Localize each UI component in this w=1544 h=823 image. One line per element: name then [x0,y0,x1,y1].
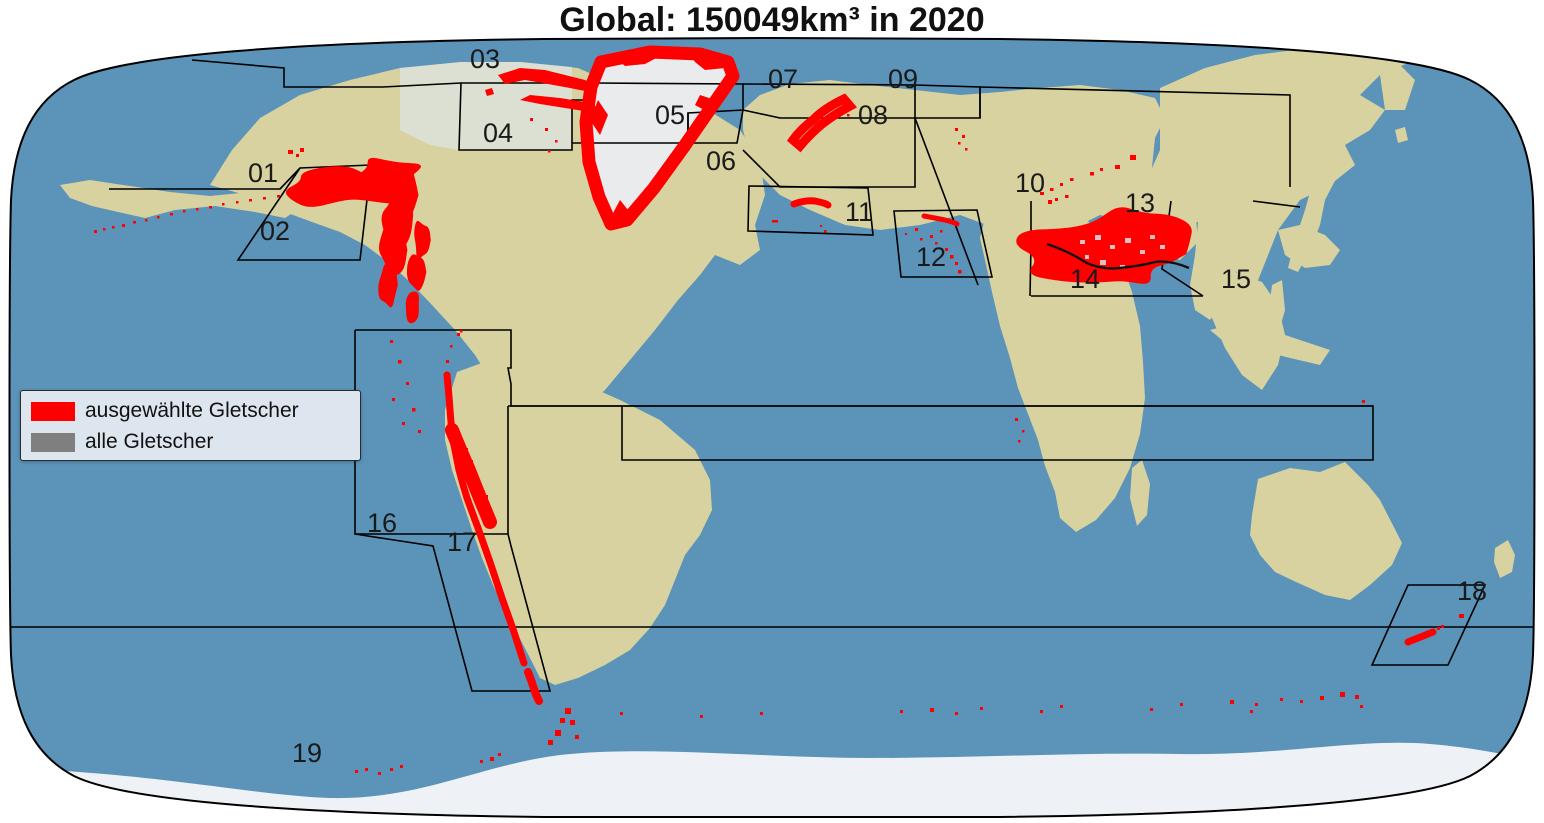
svg-text:15: 15 [1221,264,1251,294]
svg-text:10: 10 [1015,168,1045,198]
svg-text:03: 03 [470,44,500,74]
svg-text:04: 04 [483,118,513,148]
svg-text:17: 17 [447,527,477,557]
svg-text:05: 05 [655,100,685,130]
svg-text:08: 08 [858,100,888,130]
svg-text:18: 18 [1457,576,1487,606]
svg-text:01: 01 [248,158,278,188]
svg-text:06: 06 [706,146,736,176]
svg-text:12: 12 [916,242,946,272]
svg-text:16: 16 [367,508,397,538]
svg-text:11: 11 [845,197,873,227]
svg-text:02: 02 [260,216,290,246]
svg-text:13: 13 [1125,188,1155,218]
svg-text:07: 07 [768,64,798,94]
svg-text:19: 19 [292,738,322,768]
svg-text:14: 14 [1070,264,1100,294]
svg-text:09: 09 [888,64,918,94]
